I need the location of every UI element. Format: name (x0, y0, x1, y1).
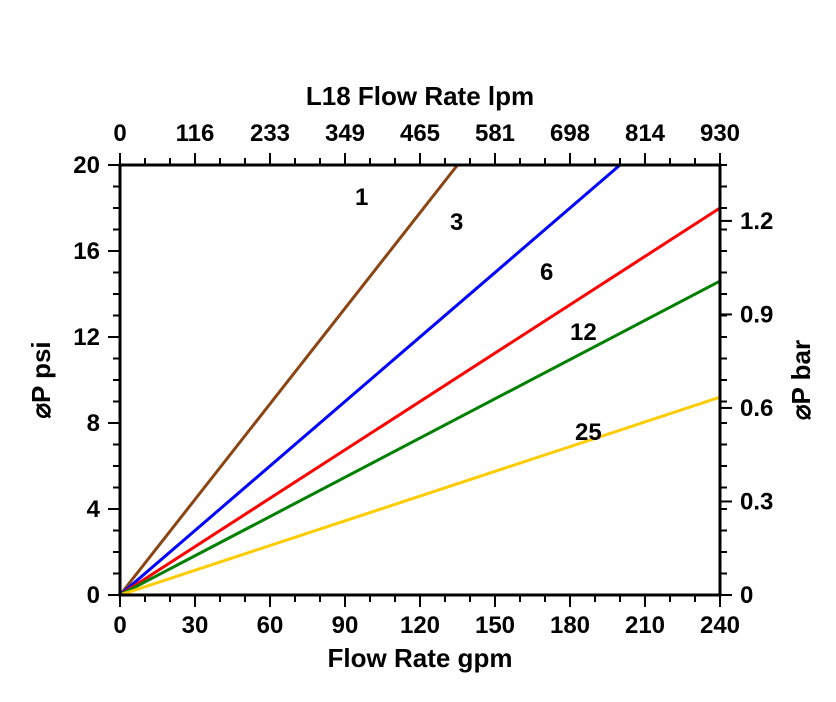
series-25 (120, 397, 720, 595)
x-bottom-tick-label: 120 (400, 612, 440, 639)
x-top-tick-label: 698 (550, 120, 590, 147)
x-bottom-tick-label: 0 (113, 612, 126, 639)
x-top-tick-label: 233 (250, 120, 290, 147)
y-left-tick-label: 0 (87, 582, 100, 609)
series-1 (120, 165, 458, 595)
plot-border (120, 165, 720, 595)
y-right-tick-label: 0 (740, 582, 753, 609)
x-bottom-tick-label: 210 (625, 612, 665, 639)
x-top-tick-label: 930 (700, 120, 740, 147)
series-label-3: 3 (450, 209, 463, 236)
x-bottom-tick-label: 150 (475, 612, 515, 639)
series-label-25: 25 (575, 419, 602, 446)
y-left-tick-label: 12 (73, 324, 100, 351)
y-left-title: ⌀P psi (26, 341, 56, 418)
x-top-tick-label: 465 (400, 120, 440, 147)
series-label-6: 6 (540, 259, 553, 286)
x-bottom-tick-label: 60 (257, 612, 284, 639)
x-top-tick-label: 814 (625, 120, 666, 147)
chart-container: { "chart": { "type": "line", "title_top"… (0, 0, 836, 702)
y-right-tick-label: 1.2 (740, 208, 773, 235)
y-right-tick-label: 0.9 (740, 301, 773, 328)
y-right-title: ⌀P bar (786, 340, 816, 420)
y-left-tick-label: 20 (73, 152, 100, 179)
x-bottom-tick-label: 240 (700, 612, 740, 639)
series-label-1: 1 (355, 184, 368, 211)
y-left-tick-label: 8 (87, 410, 100, 437)
series-3 (120, 165, 620, 595)
series-label-12: 12 (570, 319, 597, 346)
x-bottom-tick-label: 30 (182, 612, 209, 639)
x-top-tick-label: 581 (475, 120, 515, 147)
series-12 (120, 281, 720, 595)
chart-svg: 0306090120150180210240Flow Rate gpm01162… (0, 0, 836, 702)
y-left-tick-label: 16 (73, 238, 100, 265)
x-bottom-tick-label: 180 (550, 612, 590, 639)
x-bottom-tick-label: 90 (332, 612, 359, 639)
top-title: L18 Flow Rate lpm (306, 81, 534, 111)
series-6 (120, 208, 720, 595)
x-top-tick-label: 349 (325, 120, 365, 147)
y-right-tick-label: 0.6 (740, 395, 773, 422)
x-top-tick-label: 0 (113, 120, 126, 147)
x-bottom-title: Flow Rate gpm (328, 643, 513, 673)
y-left-tick-label: 4 (87, 496, 101, 523)
y-right-tick-label: 0.3 (740, 488, 773, 515)
x-top-tick-label: 116 (176, 120, 215, 147)
